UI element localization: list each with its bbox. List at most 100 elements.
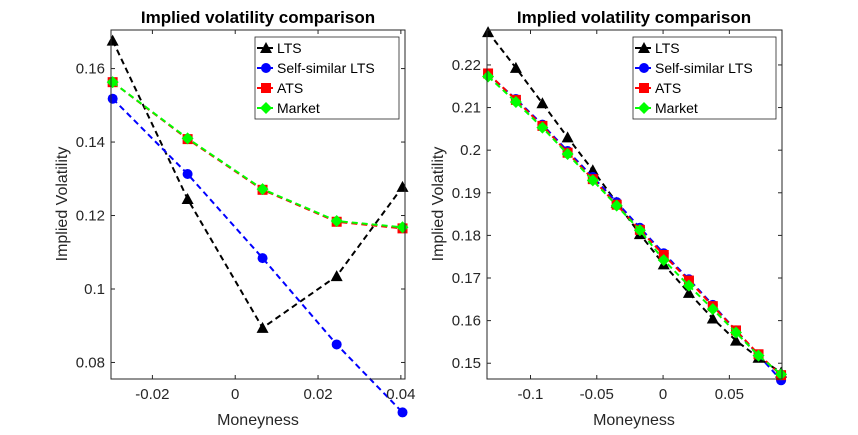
right-point-lts — [586, 164, 599, 176]
left-x-axis-label: Moneyness — [217, 412, 299, 429]
right-y-tick-label: 0.17 — [452, 270, 481, 287]
right-y-tick-label: 0.2 — [460, 142, 481, 159]
right-point-market — [509, 96, 522, 109]
left-point-self-similar-lts — [331, 339, 342, 350]
right-point-lts — [682, 286, 695, 298]
left-point-lts — [106, 34, 119, 46]
left-legend-box — [254, 36, 400, 120]
right-x-tick-label: -0.1 — [518, 386, 544, 403]
right-legend-label-lts: LTS — [655, 40, 680, 56]
left-point-market — [330, 215, 343, 228]
right-point-lts — [536, 97, 549, 109]
right-y-tick-label: 0.21 — [452, 100, 481, 117]
right-legend-entry-self-similar-lts: Self-similar LTS — [635, 60, 753, 76]
left-legend-entry-self-similar-lts: Self-similar LTS — [257, 60, 375, 76]
left-legend-entry-ats: ATS — [257, 80, 303, 96]
right-plot-frame — [486, 29, 783, 380]
left-y-tick-label: 0.08 — [76, 354, 105, 371]
left-x-tick-label: -0.02 — [135, 386, 169, 403]
left-point-self-similar-lts — [107, 93, 118, 104]
left-chart: -0.02 0 0.02 0.04 0.08 0.1 0.12 0.14 0.16 Implie… — [54, 8, 415, 429]
right-point-market — [657, 254, 670, 267]
right-legend-label-self-similar-lts: Self-similar LTS — [655, 60, 753, 76]
right-point-market — [610, 199, 623, 212]
left-legend-label-market: Market — [277, 100, 320, 116]
left-y-axis-label: Implied Volatility — [54, 147, 71, 262]
right-point-market — [682, 279, 695, 292]
left-legend-diamond-icon — [260, 102, 272, 114]
right-point-lts — [482, 26, 495, 38]
right-point-market — [729, 326, 742, 339]
left-point-market — [106, 76, 119, 89]
right-y-tick-label: 0.15 — [452, 355, 481, 372]
left-legend-label-lts: LTS — [277, 40, 302, 56]
right-point-market — [706, 303, 719, 316]
right-chart: -0.1 -0.05 0 0.05 0.15 0.16 0.17 0.18 0.19 0.2 0.2… — [430, 8, 788, 429]
right-point-market — [586, 174, 599, 187]
right-y-tick-label: 0.18 — [452, 227, 481, 244]
left-legend-entry-market: Market — [257, 100, 320, 116]
left-plot-frame — [110, 29, 406, 380]
right-y-tick-label: 0.22 — [452, 57, 481, 74]
left-point-market — [396, 221, 409, 234]
right-y-tick-label: 0.16 — [452, 313, 481, 330]
left-legend-triangle-icon — [260, 42, 272, 53]
left-point-self-similar-lts — [257, 253, 268, 264]
right-point-lts — [729, 334, 742, 346]
right-x-tick-label: 0 — [659, 386, 667, 403]
right-point-market — [633, 224, 646, 237]
right-x-tick-label: -0.05 — [580, 386, 614, 403]
left-legend: LTS Self-similar LTS ATS Market — [254, 36, 400, 120]
right-point-lts — [706, 312, 719, 324]
left-chart-title: Implied volatility comparison — [141, 8, 375, 27]
left-ticks: -0.02 0 0.02 0.04 0.08 0.1 0.12 0.14 0.16 — [76, 30, 415, 403]
right-legend-entry-ats: ATS — [635, 80, 681, 96]
left-legend-entry-lts: LTS — [257, 40, 302, 56]
right-series-layer — [482, 26, 788, 386]
right-y-tick-label: 0.19 — [452, 185, 481, 202]
right-point-market — [482, 70, 495, 83]
right-legend-box — [632, 36, 777, 120]
right-legend-circle-icon — [639, 63, 649, 73]
left-series-layer — [106, 34, 409, 418]
left-series-line-self-similar-lts — [111, 97, 404, 414]
left-point-lts — [396, 180, 409, 192]
right-point-market — [775, 368, 788, 381]
right-point-market — [561, 148, 574, 161]
left-point-lts — [330, 270, 343, 282]
left-point-lts — [256, 321, 269, 333]
left-y-tick-label: 0.12 — [76, 208, 105, 225]
left-point-market — [256, 183, 269, 196]
right-legend-label-market: Market — [655, 100, 698, 116]
right-legend-label-ats: ATS — [655, 80, 681, 96]
left-x-tick-label: 0.04 — [386, 386, 415, 403]
left-legend-label-self-similar-lts: Self-similar LTS — [277, 60, 375, 76]
right-chart-title: Implied volatility comparison — [517, 8, 751, 27]
left-x-tick-label: 0 — [231, 386, 239, 403]
right-legend-entry-market: Market — [635, 100, 698, 116]
right-point-market — [536, 121, 549, 134]
left-x-tick-label: 0.02 — [303, 386, 332, 403]
right-legend-entry-lts: LTS — [635, 40, 680, 56]
right-x-axis-label: Moneyness — [593, 412, 675, 429]
right-point-lts — [561, 131, 574, 143]
left-point-self-similar-lts — [182, 169, 193, 180]
left-legend-circle-icon — [261, 63, 271, 73]
left-legend-square-icon — [261, 83, 271, 93]
left-y-tick-label: 0.1 — [84, 281, 105, 298]
right-point-market — [752, 349, 765, 362]
left-point-self-similar-lts — [397, 407, 408, 418]
right-legend-diamond-icon — [638, 102, 650, 114]
right-legend-square-icon — [639, 83, 649, 93]
right-legend: LTS Self-similar LTS ATS Market — [632, 36, 777, 120]
left-point-market — [181, 132, 194, 145]
right-x-tick-label: 0.05 — [715, 386, 744, 403]
left-point-lts — [181, 192, 194, 204]
left-y-tick-label: 0.14 — [76, 134, 105, 151]
right-ticks: -0.1 -0.05 0 0.05 0.15 0.16 0.17 0.18 0.19 0.2 0.2… — [452, 30, 782, 403]
right-legend-triangle-icon — [638, 42, 650, 53]
right-point-lts — [509, 61, 522, 73]
right-y-axis-label: Implied Volatility — [430, 147, 447, 262]
